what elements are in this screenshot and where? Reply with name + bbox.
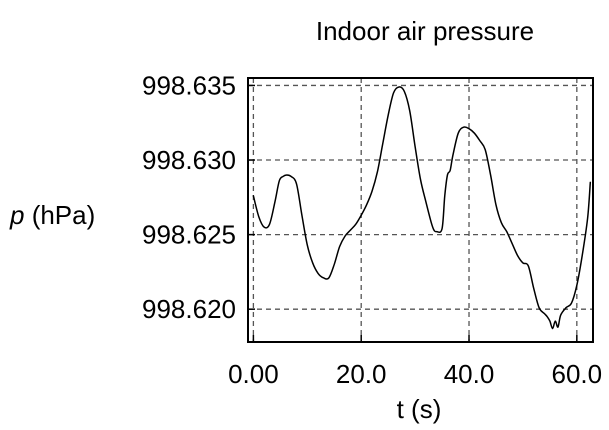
x-tick-label: 20.0 [336, 359, 387, 389]
x-axis-label: t (s) [397, 394, 442, 424]
y-tick-label: 998.625 [142, 220, 236, 250]
tick-marks [248, 84, 578, 342]
x-tick-label: 0.00 [228, 359, 279, 389]
x-tick-label: 60.0 [552, 359, 603, 389]
series-line [252, 86, 592, 330]
y-axis-symbol: p [9, 200, 24, 230]
y-tick-label: 998.635 [142, 70, 236, 100]
y-tick-label: 998.630 [142, 145, 236, 175]
y-tick-label: 998.620 [142, 294, 236, 324]
x-tick-label: 40.0 [444, 359, 495, 389]
y-tick-labels: 998.620 998.625 998.630 998.635 [142, 70, 236, 324]
y-axis-label: p (hPa) [9, 200, 95, 230]
x-tick-labels: 0.00 20.0 40.0 60.0 [228, 359, 602, 389]
chart-title: Indoor air pressure [316, 16, 534, 46]
plot-frame [247, 77, 594, 343]
y-axis-unit: (hPa) [24, 200, 95, 230]
series-layer [252, 86, 592, 330]
grid-lines [248, 78, 593, 342]
